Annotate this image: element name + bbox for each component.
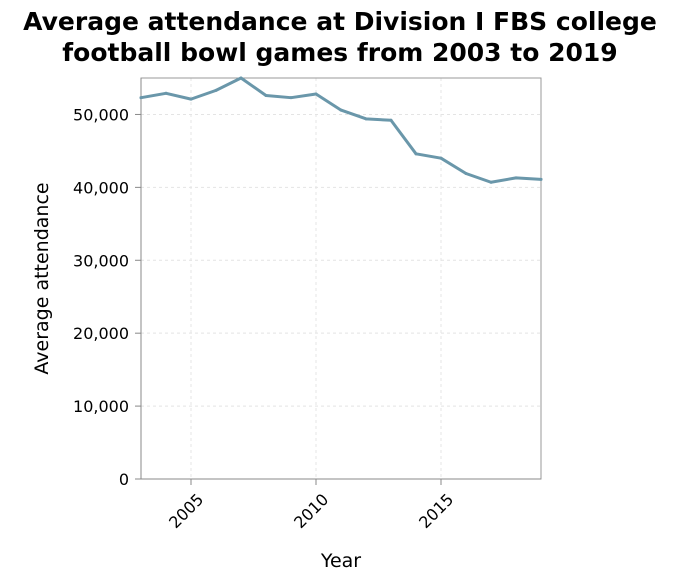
data-point <box>314 92 318 96</box>
data-point <box>189 97 193 101</box>
y-tick-label: 20,000 <box>73 324 129 343</box>
series-layer <box>139 76 543 184</box>
data-point <box>439 156 443 160</box>
data-point <box>139 96 143 100</box>
y-tick-label: 30,000 <box>73 251 129 270</box>
series-line <box>139 76 543 184</box>
chart-title-line-1: Average attendance at Division I FBS col… <box>23 7 657 36</box>
x-tick-label: 2015 <box>415 490 457 532</box>
data-point <box>339 108 343 112</box>
y-tick-label: 10,000 <box>73 397 129 416</box>
data-point <box>514 176 518 180</box>
y-tick-label: 0 <box>119 470 129 489</box>
data-point <box>214 88 218 92</box>
plot-frame <box>140 77 542 480</box>
chart-title: Average attendance at Division I FBS col… <box>0 6 680 68</box>
grid-layer <box>141 78 541 479</box>
data-point <box>414 152 418 156</box>
x-tick-label: 2010 <box>290 490 332 532</box>
data-point <box>364 117 368 121</box>
data-point <box>539 177 543 181</box>
y-tick-label: 40,000 <box>73 178 129 197</box>
y-axis-title: Average attendance <box>31 182 53 374</box>
y-tick-label: 50,000 <box>73 105 129 124</box>
data-point <box>264 93 268 97</box>
x-tick-label: 2005 <box>165 490 207 532</box>
data-point <box>239 76 243 80</box>
data-point <box>489 180 493 184</box>
data-point <box>164 91 168 95</box>
data-point <box>389 118 393 122</box>
x-axis: 2005 2010 2015 <box>141 478 541 532</box>
y-axis: 0 10,000 20,000 30,000 40,000 50,000 <box>73 78 142 489</box>
chart-title-line-2: football bowl games from 2003 to 2019 <box>62 38 618 67</box>
data-point <box>289 96 293 100</box>
data-point <box>464 172 468 176</box>
x-axis-title: Year <box>320 550 361 572</box>
